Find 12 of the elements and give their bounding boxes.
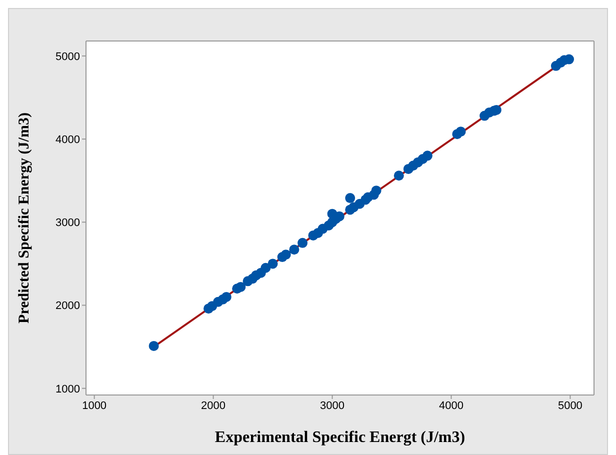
x-tick-label: 1000 [82, 400, 107, 412]
x-axis-title: Experimental Specific Energt (J/m3) [214, 429, 466, 446]
y-tick-label: 5000 [56, 50, 80, 63]
y-tick-label: 4000 [56, 134, 80, 146]
x-tick-label: 2000 [201, 400, 226, 412]
x-tick-label: 3000 [320, 400, 345, 412]
y-tick-label: 1000 [56, 383, 80, 396]
y-tick-label: 2000 [56, 300, 80, 312]
y-axis-title: Predicted Specific Energy (J/m3) [16, 112, 32, 324]
x-tick-label: 5000 [558, 400, 582, 412]
y-tick-label: 3000 [56, 217, 80, 230]
x-tick-label: 4000 [438, 400, 464, 412]
